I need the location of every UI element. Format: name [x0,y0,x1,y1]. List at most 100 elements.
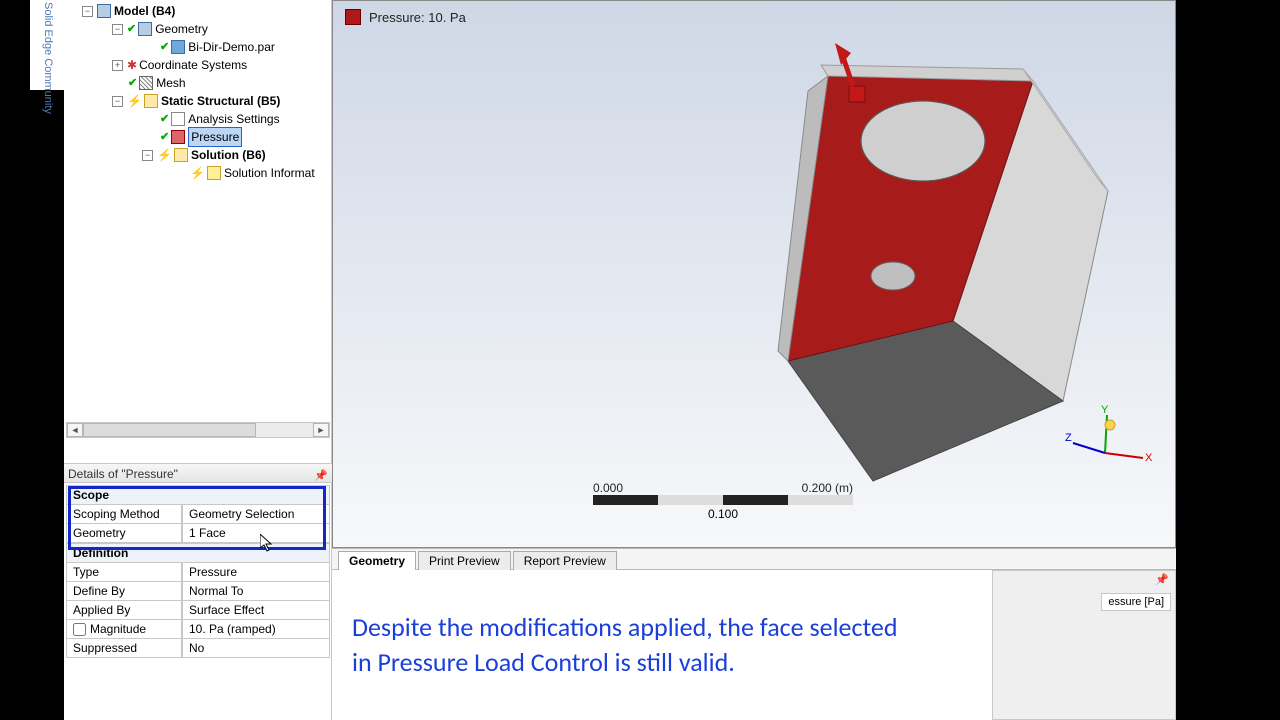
group-scope[interactable]: Scope [66,485,330,505]
prop-value[interactable]: Surface Effect [182,601,330,620]
model-render [553,31,1153,531]
tree-label-selected: Pressure [188,127,242,147]
scroll-thumb[interactable] [83,423,256,437]
folder-icon [174,148,188,162]
tab-geometry[interactable]: Geometry [338,551,416,570]
tree-bidir[interactable]: ✔ Bi-Dir-Demo.par [64,38,332,56]
details-grid: Scope Scoping Method Geometry Selection … [66,485,330,658]
prop-value[interactable]: Pressure [182,563,330,582]
check-icon: ✔ [160,128,169,146]
tree-geometry[interactable]: − ✔ Geometry [64,20,332,38]
side-tab[interactable]: Solid Edge Community [30,0,64,90]
expander-icon[interactable]: − [112,24,123,35]
expander-icon[interactable]: − [112,96,123,107]
prop-key: Define By [66,582,182,601]
pin-icon[interactable]: 📌 [1155,573,1169,586]
mesh-icon [139,76,153,90]
prop-magnitude[interactable]: Magnitude 10. Pa (ramped) [66,620,330,639]
tree-model[interactable]: − Model (B4) [64,2,332,20]
prop-defineby[interactable]: Define By Normal To [66,582,330,601]
prop-appliedby[interactable]: Applied By Surface Effect [66,601,330,620]
bolt-icon: ⚡ [157,146,172,164]
triad-z: Z [1065,432,1072,444]
tree-label: Solution Informat [224,164,315,182]
orientation-triad[interactable]: X Y Z [1065,403,1155,483]
scroll-track[interactable] [83,423,313,437]
settings-icon [171,112,185,126]
expander-icon[interactable]: − [82,6,93,17]
tree-mesh[interactable]: ✔ Mesh [64,74,332,92]
scale-mid: 0.100 [593,507,853,521]
tree-pressure[interactable]: ✔ Pressure [64,128,332,146]
side-tab-label: Solid Edge Community [42,2,54,114]
tree-label: Mesh [156,74,185,92]
bolt-icon: ⚡ [190,164,205,182]
pressure-icon [171,130,185,144]
triad-x: X [1145,452,1153,464]
prop-value[interactable]: Geometry Selection [182,505,330,524]
tab-report-preview[interactable]: Report Preview [513,551,617,570]
tree-solution[interactable]: − ⚡ Solution (B6) [64,146,332,164]
prop-key: Type [66,563,182,582]
legend-label: Pressure: 10. Pa [369,10,466,25]
prop-type[interactable]: Type Pressure [66,563,330,582]
expander-icon[interactable]: − [142,150,153,161]
prop-value[interactable]: 10. Pa (ramped) [182,620,330,639]
tree-label: Analysis Settings [188,110,279,128]
outline-panel: − Model (B4) − ✔ Geometry ✔ Bi-Dir-Demo.… [64,0,332,720]
tabular-panel[interactable]: 📌 essure [Pa] [992,570,1176,720]
tree[interactable]: − Model (B4) − ✔ Geometry ✔ Bi-Dir-Demo.… [64,0,332,438]
prop-key: Geometry [66,524,182,543]
scale-right: 0.200 (m) [802,481,853,495]
tree-hscroll[interactable]: ◄ ► [66,422,330,438]
check-icon: ✔ [160,110,169,128]
magnitude-checkbox[interactable] [73,623,86,636]
tree-static[interactable]: − ⚡ Static Structural (B5) [64,92,332,110]
geometry-icon [138,22,152,36]
legend: Pressure: 10. Pa [345,9,466,25]
scale-left: 0.000 [593,481,623,495]
viewport-tabs: Geometry Print Preview Report Preview [332,548,1176,570]
check-icon: ✔ [127,20,136,38]
tree-label: Geometry [155,20,208,38]
prop-geometry[interactable]: Geometry 1 Face [66,524,330,543]
tree-label: Bi-Dir-Demo.par [188,38,275,56]
message-zone: Despite the modifications applied, the f… [332,570,1176,720]
check-icon: ✔ [160,38,169,56]
tree-label: Coordinate Systems [139,56,247,74]
scale-bar: 0.000 0.200 (m) 0.100 [593,479,853,521]
part-icon [171,40,185,54]
prop-key: Magnitude [66,620,182,639]
prop-suppressed[interactable]: Suppressed No [66,639,330,658]
expander-icon[interactable]: + [112,60,123,71]
bolt-icon: ⚡ [127,92,142,110]
group-definition[interactable]: Definition [66,543,330,563]
tree-analysis[interactable]: ✔ Analysis Settings [64,110,332,128]
check-icon: ✔ [128,74,137,92]
folder-icon [144,94,158,108]
annotation-text: Despite the modifications applied, the f… [352,610,916,680]
pin-icon[interactable]: 📌 [314,466,328,486]
prop-value[interactable]: Normal To [182,582,330,601]
scroll-right-btn[interactable]: ► [313,423,329,437]
axes-icon: ✱ [127,56,137,74]
tree-coord[interactable]: + ✱ Coordinate Systems [64,56,332,74]
scroll-left-btn[interactable]: ◄ [67,423,83,437]
details-title: Details of "Pressure" [68,467,178,481]
tree-solinfo[interactable]: ⚡ Solution Informat [64,164,332,182]
prop-value[interactable]: 1 Face [182,524,330,543]
prop-scoping-method[interactable]: Scoping Method Geometry Selection [66,505,330,524]
info-icon [207,166,221,180]
prop-key: Scoping Method [66,505,182,524]
prop-value[interactable]: No [182,639,330,658]
model-icon [97,4,111,18]
app-window: − Model (B4) − ✔ Geometry ✔ Bi-Dir-Demo.… [64,0,1176,720]
column-header[interactable]: essure [Pa] [1101,593,1171,611]
graphics-viewport[interactable]: Pressure: 10. Pa [332,0,1176,548]
tree-label: Static Structural (B5) [161,92,280,110]
prop-key: Applied By [66,601,182,620]
tab-print-preview[interactable]: Print Preview [418,551,511,570]
tree-label: Solution (B6) [191,146,266,164]
triad-y: Y [1101,404,1109,416]
legend-swatch [345,9,361,25]
